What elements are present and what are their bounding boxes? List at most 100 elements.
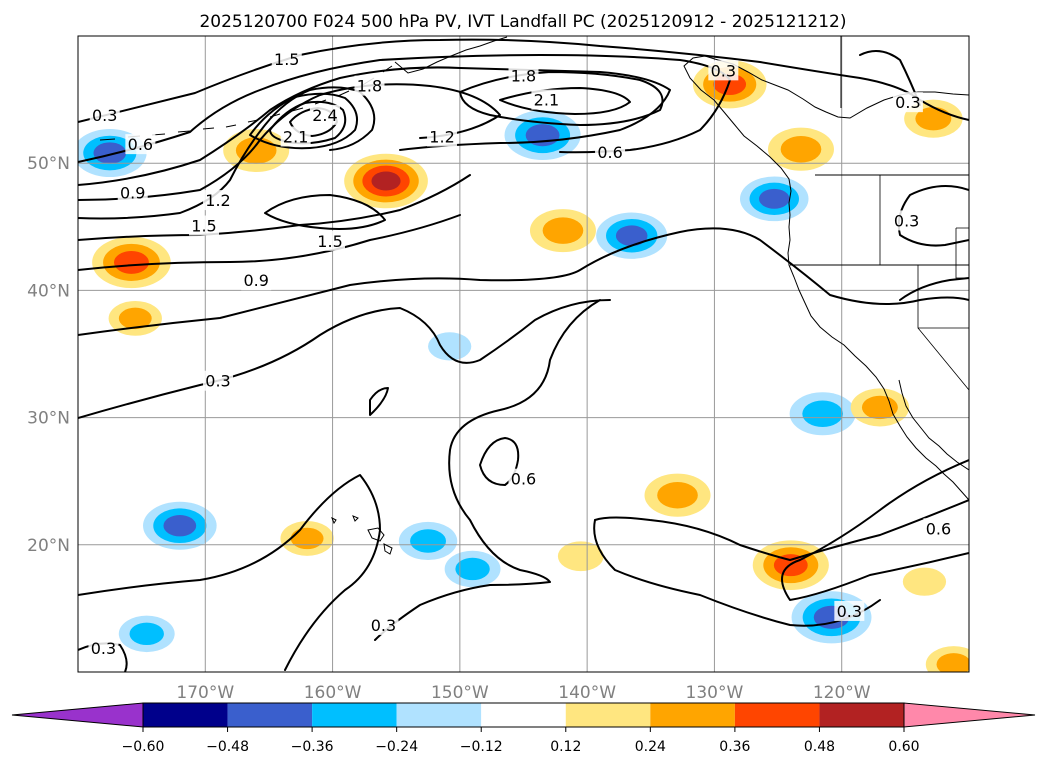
ivt-anomaly-blob [644, 473, 711, 517]
colorbar-tick-label: 0.60 [888, 739, 919, 755]
ivt-anomaly-blob [925, 646, 969, 672]
contour-label: 1.2 [429, 127, 454, 146]
contour-line-1p8-east [459, 71, 664, 126]
ivt-anomaly-band [557, 541, 604, 572]
ivt-anomaly-blob [767, 127, 834, 171]
contour-label: 0.6 [128, 135, 153, 154]
ivt-anomaly-blob [444, 550, 501, 588]
ivt-anomaly-band [615, 225, 648, 247]
ivt-anomaly-blob [118, 615, 175, 653]
colorbar-frame [142, 702, 905, 728]
contour-line-1p2 [78, 83, 501, 201]
contour-line-0p3-north [78, 38, 969, 123]
contour-label-bg [531, 89, 562, 110]
colorbar-swatch [143, 703, 228, 727]
contour-line-0p6-se [781, 459, 969, 601]
contour-label-bg [241, 270, 272, 291]
colorbar: −0.60 −0.48 −0.36 −0.24 −0.12 0.12 0.24 0.36 0.4… [11, 702, 1036, 755]
contour-line-0p3-south [78, 474, 381, 671]
x-tick-label: 150°W [431, 683, 489, 703]
colorbar-swatch [819, 703, 904, 727]
ivt-anomaly-blob [280, 521, 334, 556]
ivt-anomaly-band [428, 332, 472, 361]
contour-label-bg [708, 60, 739, 81]
colorbar-swatch [565, 703, 651, 727]
contour-label: 2.1 [534, 91, 559, 110]
contour-label: 1.8 [511, 66, 536, 85]
ivt-anomaly-band [902, 567, 947, 596]
contour-label: 0.3 [895, 93, 920, 112]
ivt-anomaly-band [371, 171, 401, 191]
colorbar-swatch [396, 703, 482, 727]
ivt-anomaly-band [861, 395, 898, 420]
pv-contour-lines [78, 38, 969, 672]
contour-label: 0.3 [371, 616, 396, 635]
contour-label-bg [892, 92, 923, 113]
contour-label: 1.8 [357, 77, 382, 96]
contour-label: 1.5 [274, 50, 299, 69]
state-boundaries [879, 175, 969, 391]
contour-label-bg [88, 637, 119, 658]
colorbar-tick-label: 0.12 [550, 739, 581, 755]
contour-label: 1.5 [191, 217, 216, 236]
ivt-anomaly-band [93, 142, 127, 164]
contour-label-bg [595, 141, 626, 162]
ivt-anomaly-blob [596, 212, 668, 259]
ivt-anomaly-band [780, 135, 822, 163]
contour-label-bg [923, 518, 954, 539]
contour-label-bg [271, 48, 302, 69]
y-tick-label: 50°N [27, 154, 70, 174]
contour-line-0p9-mid [78, 214, 461, 271]
y-tick-label: 30°N [27, 409, 70, 429]
contour-line-0p6 [78, 54, 731, 163]
contour-label: 0.3 [711, 61, 736, 80]
y-tick-label: 40°N [27, 281, 70, 301]
contour-label: 1.2 [205, 191, 230, 210]
contour-line-1p2-mid [78, 174, 471, 241]
ivt-anomaly-blob [398, 521, 458, 561]
colorbar-tick-label: −0.36 [291, 739, 334, 755]
x-tick-label: 130°W [686, 683, 744, 703]
x-tick-label: 120°W [813, 683, 871, 703]
contour-label-bg [117, 182, 148, 203]
contour-line-0p3-se-loop-lower [593, 519, 881, 627]
ivt-anomaly-band [802, 400, 843, 428]
contour-label-bg [834, 600, 865, 621]
contour-label: 0.3 [205, 372, 230, 391]
ivt-anomaly-blob [850, 388, 910, 427]
contour-labels: 0.30.60.9 1.21.51.51.51.82.12.41.21.82.10… [88, 48, 954, 658]
ivt-anomaly-band [410, 529, 447, 553]
colorbar-swatch [734, 703, 820, 727]
x-tick-label: 170°W [176, 683, 234, 703]
map-frame [77, 35, 970, 673]
contour-label: 0.6 [597, 143, 622, 162]
colorbar-extend-max [903, 702, 1036, 728]
contour-line-0p3-island [369, 387, 389, 416]
contour-line-1p5-mid [264, 194, 386, 230]
contour-label-bg [89, 104, 120, 125]
graticule [78, 36, 969, 672]
ivt-anomaly-band [118, 307, 152, 330]
colorbar-tick-label: 0.48 [804, 739, 835, 755]
contour-label: 2.1 [283, 127, 308, 146]
coastline [99, 36, 969, 555]
ivt-anomaly-band [657, 481, 698, 509]
contour-label-bg [427, 126, 458, 147]
contour-label-bg [508, 468, 539, 489]
ivt-anomaly-blob [108, 300, 162, 336]
contour-label-bg [309, 104, 340, 125]
ivt-anomaly-blob [344, 153, 428, 209]
ivt-anomaly-blob [92, 236, 171, 289]
ivt-anomaly-blob [902, 567, 947, 596]
contour-line-1p8 [249, 92, 358, 150]
contour-label-bg [203, 370, 234, 391]
contour-label: 0.3 [91, 639, 116, 658]
ivt-anomaly-band [759, 188, 790, 209]
contour-label-bg [280, 126, 311, 147]
contour-line-0p6-long [78, 227, 969, 336]
contour-line-1p5 [78, 86, 376, 220]
colorbar-tick-label: −0.24 [375, 739, 418, 755]
contour-label-bg [203, 190, 234, 211]
contour-label-bg [891, 210, 922, 231]
colorbar-tick-label: 0.24 [635, 739, 666, 755]
